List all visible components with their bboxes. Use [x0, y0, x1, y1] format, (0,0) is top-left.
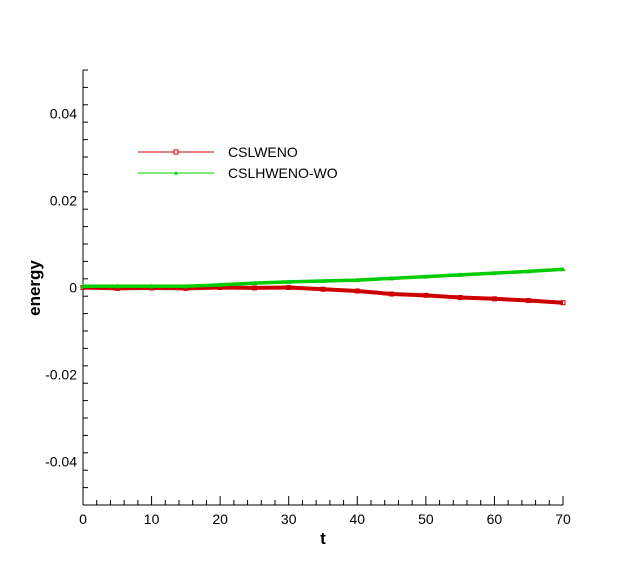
x-axis-title: t	[320, 529, 326, 548]
series-2-point	[354, 277, 360, 283]
series-1-point	[286, 285, 292, 290]
x-tick-label: 30	[281, 511, 297, 527]
x-tick-label: 50	[418, 511, 434, 527]
legend: CSLWENO CSLHWENO-WO	[138, 144, 338, 181]
axes: 0 10 20 30 40 50 60 70 -0.04 -0.02 0 0.02 0.04	[45, 69, 571, 527]
series-2-point	[251, 280, 257, 286]
x-tick-label: 60	[487, 511, 503, 527]
series-1-point	[320, 286, 326, 292]
series-1-point	[560, 300, 566, 306]
series-2-point	[526, 268, 532, 274]
legend-marker-2	[174, 171, 178, 175]
series-1-point	[389, 291, 395, 297]
series-2-point	[389, 275, 395, 281]
series-2-point	[149, 283, 155, 289]
series-1-point	[457, 295, 463, 301]
y-tick-label: 0.02	[50, 193, 77, 209]
series-1-point	[423, 292, 429, 298]
series-2-point	[423, 274, 429, 279]
y-tick-label: 0.04	[50, 106, 77, 122]
series-2-point	[80, 283, 86, 289]
x-tick-label: 70	[555, 511, 571, 527]
series-1-point	[491, 296, 497, 302]
y-axis-title: energy	[25, 260, 44, 316]
series-2-point	[560, 266, 566, 272]
series-2-point	[491, 270, 497, 276]
series-2-point	[286, 279, 292, 284]
series-2-point	[114, 283, 120, 289]
series-2-point	[183, 283, 189, 289]
x-tick-label: 10	[144, 511, 160, 527]
series-2-point	[217, 282, 223, 287]
x-tick-label: 20	[212, 511, 228, 527]
legend-label-2: CSLHWENO-WO	[228, 165, 338, 181]
x-tick-label: 0	[79, 511, 87, 527]
legend-label-1: CSLWENO	[228, 144, 298, 160]
series-line-1	[82, 285, 564, 305]
series-layer	[80, 266, 566, 306]
series-1-point	[354, 288, 360, 294]
series-2-point	[320, 278, 326, 283]
y-tick-label: -0.02	[45, 367, 77, 383]
y-tick-label: 0	[69, 280, 77, 296]
legend-marker-1	[173, 149, 179, 155]
y-tick-label: -0.04	[45, 454, 77, 470]
series-2-point	[457, 272, 463, 277]
series-1-point	[526, 298, 532, 304]
x-tick-label: 40	[349, 511, 365, 527]
series-1-point	[251, 285, 257, 291]
